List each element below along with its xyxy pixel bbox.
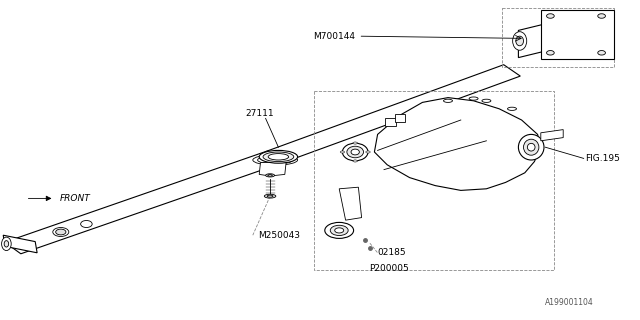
Ellipse shape bbox=[263, 152, 294, 162]
Ellipse shape bbox=[340, 151, 345, 153]
Ellipse shape bbox=[266, 174, 275, 177]
Polygon shape bbox=[259, 163, 286, 176]
Ellipse shape bbox=[444, 99, 452, 102]
Polygon shape bbox=[4, 151, 284, 254]
Ellipse shape bbox=[81, 220, 92, 228]
Ellipse shape bbox=[524, 139, 539, 155]
Ellipse shape bbox=[508, 107, 516, 110]
Ellipse shape bbox=[259, 150, 298, 163]
Polygon shape bbox=[339, 187, 362, 220]
Polygon shape bbox=[3, 235, 37, 253]
Ellipse shape bbox=[268, 175, 273, 176]
Ellipse shape bbox=[547, 51, 554, 55]
Ellipse shape bbox=[264, 194, 276, 198]
Ellipse shape bbox=[353, 142, 358, 144]
Text: FRONT: FRONT bbox=[60, 194, 90, 203]
Ellipse shape bbox=[325, 222, 354, 238]
Ellipse shape bbox=[598, 14, 605, 18]
Text: 27111: 27111 bbox=[245, 109, 273, 118]
Ellipse shape bbox=[547, 14, 554, 18]
Ellipse shape bbox=[598, 51, 605, 55]
Bar bbox=[502, 8, 614, 67]
Text: M700144: M700144 bbox=[313, 32, 355, 41]
Ellipse shape bbox=[351, 149, 360, 155]
Polygon shape bbox=[541, 10, 614, 59]
Ellipse shape bbox=[330, 225, 348, 236]
Ellipse shape bbox=[56, 229, 66, 235]
Bar bbox=[314, 91, 554, 270]
Text: FIG.195: FIG.195 bbox=[586, 154, 620, 163]
Ellipse shape bbox=[268, 154, 289, 160]
Ellipse shape bbox=[347, 146, 364, 158]
Ellipse shape bbox=[2, 237, 11, 251]
Ellipse shape bbox=[353, 160, 358, 162]
Polygon shape bbox=[518, 25, 542, 58]
Polygon shape bbox=[395, 114, 405, 122]
Ellipse shape bbox=[366, 151, 371, 153]
Text: P200005: P200005 bbox=[369, 264, 409, 273]
Ellipse shape bbox=[469, 97, 478, 100]
Ellipse shape bbox=[516, 36, 524, 46]
Ellipse shape bbox=[335, 228, 344, 233]
Polygon shape bbox=[385, 118, 396, 126]
Text: 02185: 02185 bbox=[378, 248, 406, 257]
Ellipse shape bbox=[518, 134, 544, 160]
Ellipse shape bbox=[527, 143, 535, 151]
Polygon shape bbox=[267, 65, 520, 163]
Ellipse shape bbox=[4, 241, 9, 247]
Ellipse shape bbox=[342, 143, 368, 161]
Ellipse shape bbox=[52, 228, 69, 236]
Text: M250043: M250043 bbox=[258, 231, 300, 240]
Text: A199001104: A199001104 bbox=[545, 298, 594, 307]
Polygon shape bbox=[374, 98, 541, 190]
Ellipse shape bbox=[513, 32, 527, 50]
Ellipse shape bbox=[482, 99, 491, 102]
Polygon shape bbox=[541, 130, 563, 141]
Ellipse shape bbox=[268, 195, 273, 197]
